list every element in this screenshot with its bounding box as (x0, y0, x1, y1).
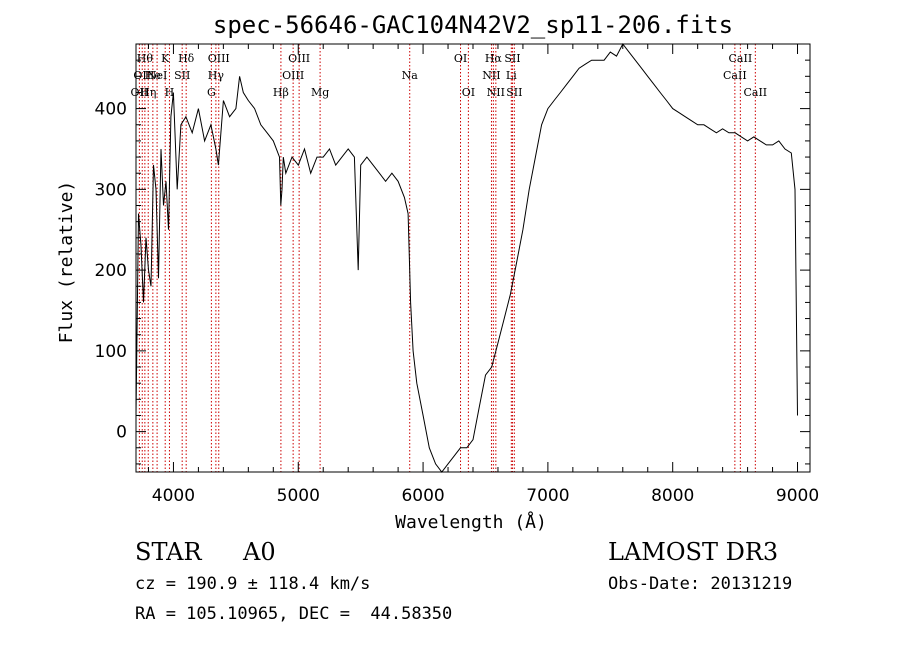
observation-date: Obs-Date: 20131219 (608, 574, 793, 594)
line-label-hγ: Hγ (208, 69, 225, 82)
line-label-nii: NII (487, 86, 505, 99)
plot-frame (135, 43, 811, 473)
emission-line-labels: OIIOIIHθHηHeNeIKHSIIHδGHγOIIIHβOIIIOIIIM… (131, 52, 768, 99)
y-tick-label: 300 (95, 180, 127, 200)
object-class: STAR (135, 538, 202, 566)
line-label-mg: Mg (311, 86, 329, 99)
line-label-hβ: Hβ (273, 86, 289, 99)
line-label-he: He (145, 69, 161, 82)
chart-title: spec-56646-GAC104N42V2_sp11-206.fits (213, 11, 733, 39)
x-tick-label: 8000 (651, 486, 694, 506)
line-label-oi: OI (462, 86, 475, 99)
line-label-hθ: Hθ (137, 52, 154, 65)
line-label-caii: CaII (723, 69, 747, 82)
x-axis: 4000 5000 6000 7000 8000 9000 (147, 44, 819, 506)
line-label-g: G (207, 86, 216, 99)
sky-coordinates: RA = 105.10965, DEC = 44.58350 (135, 604, 453, 624)
emission-line-markers (138, 44, 756, 472)
line-label-hα: Hα (485, 52, 503, 65)
survey-name: LAMOST DR3 (608, 538, 779, 566)
line-label-oii: OII (133, 69, 151, 82)
x-tick-label: 9000 (776, 486, 819, 506)
line-label-na: Na (402, 69, 419, 82)
line-label-oiii: OIII (208, 52, 230, 65)
object-subclass: A0 (243, 538, 276, 566)
line-label-caii: CaII (743, 86, 767, 99)
line-label-nii: NII (482, 69, 500, 82)
y-tick-label: 100 (95, 342, 127, 362)
y-axis-label: Flux (relative) (56, 181, 77, 344)
x-tick-label: 7000 (526, 486, 569, 506)
line-label-sii: SII (506, 86, 522, 99)
x-tick-label: 6000 (401, 486, 444, 506)
line-label-li: Li (506, 69, 517, 82)
y-tick-label: 0 (116, 423, 127, 443)
line-label-hδ: Hδ (178, 52, 195, 65)
redshift-velocity: cz = 190.9 ± 118.4 km/s (135, 574, 371, 594)
line-label-k: K (161, 52, 170, 65)
line-label-hη: Hη (140, 86, 156, 99)
x-axis-label: Wavelength (Å) (395, 511, 547, 533)
line-label-sii: SII (504, 52, 520, 65)
line-label-sii: SII (174, 69, 190, 82)
y-tick-label: 400 (95, 100, 127, 120)
line-label-h: H (165, 86, 175, 99)
line-label-oiii: OIII (282, 69, 304, 82)
y-axis: 0 100 200 300 400 (95, 43, 810, 465)
line-label-nei: NeI (147, 69, 167, 82)
line-label-oi: OI (454, 52, 467, 65)
x-tick-label: 4000 (152, 486, 195, 506)
line-label-oiii: OIII (288, 52, 310, 65)
line-label-caii: CaII (729, 52, 753, 65)
x-tick-label: 5000 (277, 486, 320, 506)
y-tick-label: 200 (95, 261, 127, 281)
flux-series-line (135, 43, 798, 473)
